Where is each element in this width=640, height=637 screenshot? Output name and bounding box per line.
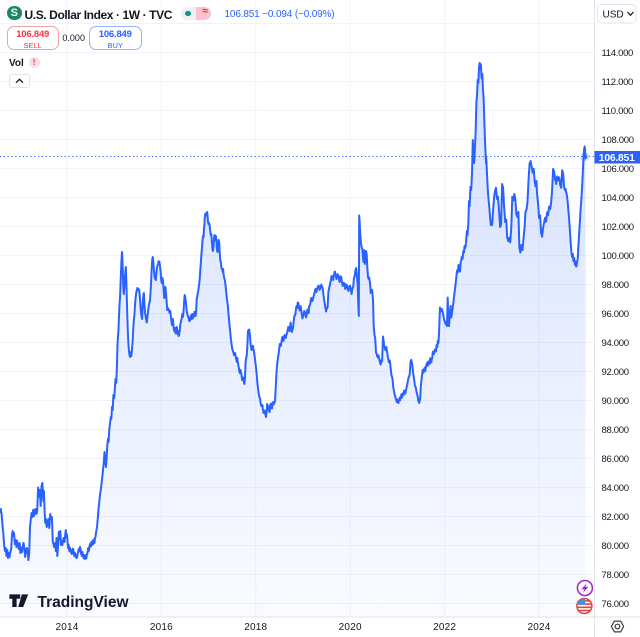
svg-text:96.000: 96.000: [602, 309, 629, 320]
svg-text:102.000: 102.000: [602, 222, 634, 233]
svg-text:80.000: 80.000: [602, 541, 629, 552]
svg-text:2024: 2024: [527, 622, 550, 633]
svg-text:2018: 2018: [244, 622, 267, 633]
svg-text:106.000: 106.000: [602, 164, 634, 175]
svg-text:100.000: 100.000: [602, 251, 634, 262]
svg-text:2022: 2022: [433, 622, 456, 633]
svg-text:2020: 2020: [339, 622, 362, 633]
svg-text:98.000: 98.000: [602, 280, 629, 291]
svg-text:2014: 2014: [55, 622, 78, 633]
svg-text:110.000: 110.000: [602, 106, 634, 117]
svg-text:88.000: 88.000: [602, 425, 629, 436]
svg-text:78.000: 78.000: [602, 570, 629, 581]
svg-text:USD: USD: [603, 9, 624, 20]
svg-text:94.000: 94.000: [602, 338, 629, 349]
svg-text:90.000: 90.000: [602, 396, 629, 407]
svg-text:2016: 2016: [150, 622, 173, 633]
svg-text:86.000: 86.000: [602, 454, 629, 465]
svg-text:114.000: 114.000: [602, 48, 634, 59]
svg-text:76.000: 76.000: [602, 599, 629, 610]
svg-text:106.851: 106.851: [599, 153, 635, 164]
svg-text:84.000: 84.000: [602, 483, 629, 494]
svg-text:82.000: 82.000: [602, 512, 629, 523]
svg-text:92.000: 92.000: [602, 367, 629, 378]
svg-text:104.000: 104.000: [602, 193, 634, 204]
svg-text:TradingView: TradingView: [38, 594, 130, 611]
svg-text:108.000: 108.000: [602, 135, 634, 146]
svg-text:112.000: 112.000: [602, 77, 634, 88]
